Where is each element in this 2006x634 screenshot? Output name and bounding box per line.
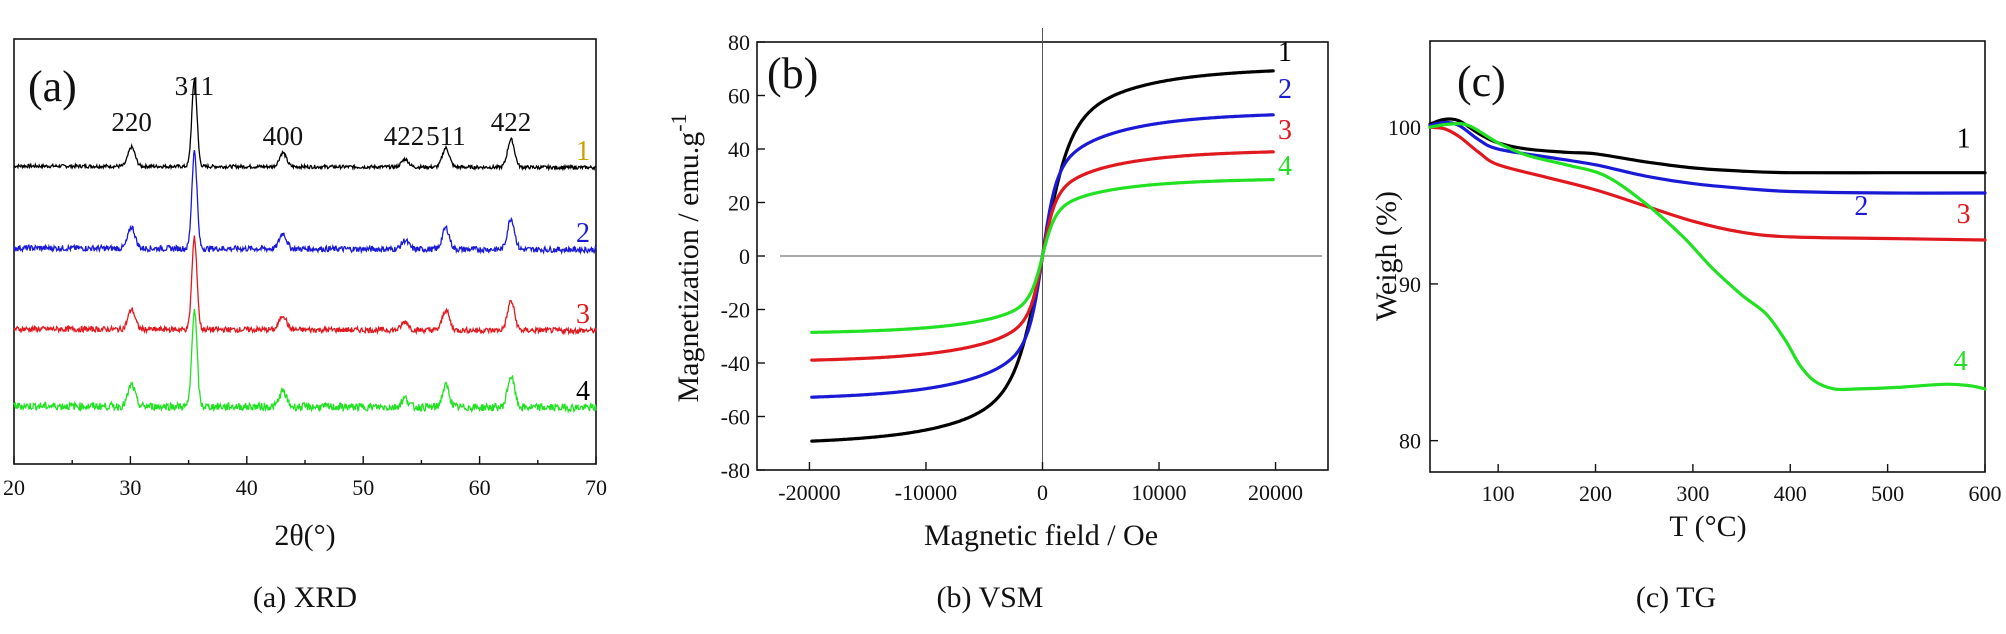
vsm-series-label-1: 1 bbox=[1278, 37, 1292, 68]
vsm-panel-label: (b) bbox=[767, 49, 818, 98]
xrd-panel-label: (a) bbox=[28, 62, 77, 111]
vsm-y-tick-label: -20 bbox=[721, 298, 750, 323]
tg-x-axis-label: T (°C) bbox=[1669, 510, 1746, 543]
vsm-x-axis-label: Magnetic field / Oe bbox=[924, 519, 1158, 552]
vsm-x-tick-label: -20000 bbox=[778, 480, 840, 505]
xrd-peak-label: 422 bbox=[384, 121, 425, 151]
tg-y-axis-label: Weigh (%) bbox=[1370, 191, 1403, 321]
tg-series-1 bbox=[1428, 117, 1987, 175]
xrd-x-tick-label: 70 bbox=[585, 475, 607, 500]
vsm-series-label-3: 3 bbox=[1278, 115, 1292, 146]
xrd-peak-label: 422 bbox=[491, 107, 532, 137]
tg-x-tick-label: 200 bbox=[1579, 481, 1612, 506]
vsm-series-label-2: 2 bbox=[1278, 74, 1292, 105]
xrd-peak-label: 400 bbox=[263, 121, 304, 151]
xrd-series-label-4: 4 bbox=[576, 376, 590, 407]
vsm-y-tick-label: 40 bbox=[728, 137, 750, 162]
tg-x-tick-label: 500 bbox=[1871, 481, 1904, 506]
tg-x-tick-label: 600 bbox=[1969, 481, 2002, 506]
vsm-y-tick-label: 0 bbox=[739, 244, 750, 269]
vsm-y-tick-label: 20 bbox=[728, 191, 750, 216]
vsm-y-axis-label-superscript: -1 bbox=[666, 113, 691, 131]
tg-panel-label: (c) bbox=[1457, 57, 1506, 106]
tg-series-3 bbox=[1428, 125, 1987, 242]
xrd-plot-frame bbox=[13, 38, 597, 465]
vsm-y-tick-label: -80 bbox=[721, 458, 750, 483]
vsm-x-tick-label: 20000 bbox=[1248, 480, 1303, 505]
tg-y-tick-label: 90 bbox=[1399, 272, 1421, 297]
vsm-y-tick-label: 80 bbox=[728, 30, 750, 55]
tg-y-tick-label: 80 bbox=[1399, 429, 1421, 454]
xrd-x-tick-label: 20 bbox=[3, 475, 25, 500]
xrd-series-1 bbox=[13, 77, 597, 172]
vsm-series-label-4: 4 bbox=[1278, 151, 1292, 182]
xrd-series-label-1: 1 bbox=[576, 136, 590, 167]
xrd-x-tick-label: 40 bbox=[236, 475, 258, 500]
xrd-series-label-2: 2 bbox=[576, 218, 590, 249]
vsm-y-tick-label: 60 bbox=[728, 84, 750, 109]
tg-series-2 bbox=[1428, 120, 1987, 195]
xrd-series-2 bbox=[13, 149, 597, 256]
panel-tg: 80 90 100 100 200 300 400 500 600 1 2 3 4 (c) T (°C)… bbox=[1370, 40, 2002, 614]
tg-x-tick-label: 300 bbox=[1676, 481, 1709, 506]
tg-x-tick-label: 400 bbox=[1774, 481, 1807, 506]
xrd-series-label-3: 3 bbox=[576, 299, 590, 330]
vsm-y-tick-label: -60 bbox=[721, 405, 750, 430]
vsm-x-tick-label: -10000 bbox=[895, 480, 957, 505]
xrd-caption: (a) XRD bbox=[253, 581, 357, 614]
tg-series-label-3: 3 bbox=[1957, 199, 1971, 230]
vsm-y-axis-label-main: Magnetization / emu.g bbox=[672, 132, 705, 403]
xrd-x-axis-label: 2θ(°) bbox=[274, 519, 335, 552]
vsm-y-axis-label: Magnetization / emu.g-1 bbox=[666, 113, 705, 402]
panel-vsm: -80 -60 -40 -20 0 20 40 60 80 -20000 -10000 0 10000 2… bbox=[666, 28, 1329, 614]
vsm-y-tick-label: -40 bbox=[721, 351, 750, 376]
vsm-caption: (b) VSM bbox=[937, 581, 1044, 614]
vsm-series-4 bbox=[810, 178, 1275, 334]
xrd-x-tick-label: 60 bbox=[469, 475, 491, 500]
tg-y-tick-label: 100 bbox=[1388, 115, 1421, 140]
tg-series-4 bbox=[1428, 121, 1987, 392]
vsm-x-tick-label: 10000 bbox=[1132, 480, 1187, 505]
xrd-peak-label: 311 bbox=[175, 71, 215, 101]
tg-plot-frame bbox=[1429, 40, 1986, 473]
tg-caption: (c) TG bbox=[1636, 581, 1716, 614]
vsm-x-tick-label: 0 bbox=[1037, 480, 1048, 505]
xrd-x-tick-label: 30 bbox=[119, 475, 141, 500]
tg-x-tick-label: 100 bbox=[1482, 481, 1515, 506]
xrd-x-tick-label: 50 bbox=[352, 475, 374, 500]
xrd-series-3 bbox=[13, 235, 597, 336]
tg-series-label-4: 4 bbox=[1954, 346, 1968, 377]
xrd-peak-label: 220 bbox=[111, 107, 152, 137]
tg-series-label-1: 1 bbox=[1957, 124, 1971, 155]
tg-series-label-2: 2 bbox=[1854, 191, 1868, 222]
xrd-series-4 bbox=[13, 309, 597, 414]
